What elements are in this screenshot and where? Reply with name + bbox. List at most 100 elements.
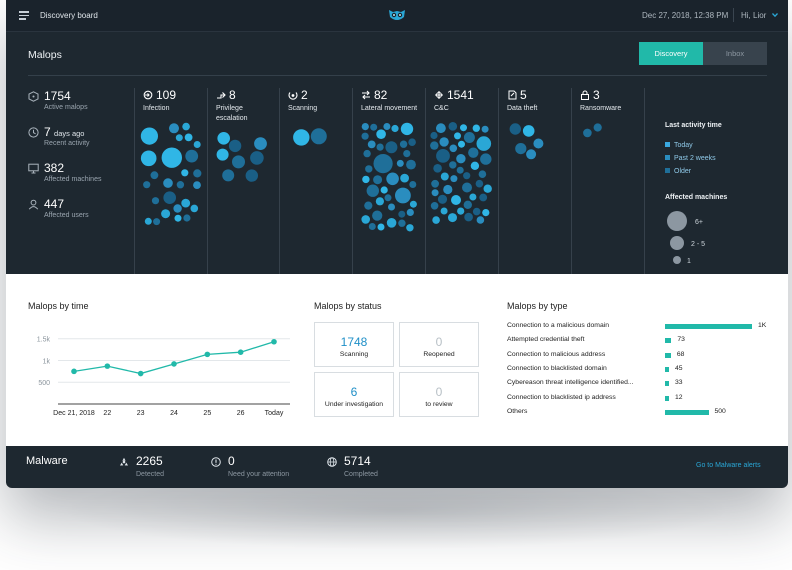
- malop-bubble[interactable]: [161, 147, 182, 168]
- malop-bubble[interactable]: [384, 194, 392, 202]
- malop-bubble[interactable]: [462, 182, 472, 193]
- malop-bubble[interactable]: [472, 124, 480, 132]
- malop-bubble[interactable]: [372, 210, 383, 221]
- malop-bubble[interactable]: [468, 147, 479, 158]
- malop-bubble[interactable]: [163, 178, 173, 188]
- malop-bubble[interactable]: [361, 123, 369, 131]
- malop-bubble[interactable]: [184, 133, 193, 142]
- data-point[interactable]: [104, 363, 111, 369]
- malop-bubble[interactable]: [464, 212, 473, 222]
- malop-bubble[interactable]: [173, 204, 182, 213]
- malop-bubble[interactable]: [373, 154, 393, 174]
- malop-bubble[interactable]: [386, 172, 399, 186]
- malop-bubble[interactable]: [469, 193, 477, 201]
- malop-bubble[interactable]: [377, 223, 385, 231]
- malop-bubble[interactable]: [454, 132, 461, 140]
- malop-bubble[interactable]: [398, 210, 406, 218]
- malop-bubble[interactable]: [400, 173, 409, 183]
- malop-bubble[interactable]: [386, 218, 397, 228]
- malop-bubble[interactable]: [368, 223, 376, 230]
- tab-discovery[interactable]: Discovery: [639, 42, 703, 65]
- malop-bubble[interactable]: [383, 123, 391, 130]
- user-greeting[interactable]: Hi, Lior: [741, 11, 767, 20]
- malop-bubble[interactable]: [250, 151, 264, 165]
- owl-logo-icon[interactable]: [388, 8, 406, 22]
- malop-bubble[interactable]: [193, 169, 202, 178]
- malop-bubble[interactable]: [436, 149, 450, 163]
- malop-bubble[interactable]: [140, 127, 158, 145]
- data-point[interactable]: [137, 370, 144, 377]
- malop-bubble[interactable]: [430, 202, 439, 210]
- malop-bubble[interactable]: [150, 171, 159, 180]
- malop-bubble[interactable]: [476, 136, 492, 151]
- malop-bubble[interactable]: [526, 149, 537, 160]
- malop-bubble[interactable]: [370, 123, 378, 131]
- malop-bubble[interactable]: [481, 125, 489, 133]
- malop-bubble[interactable]: [161, 209, 171, 219]
- malop-bubble[interactable]: [440, 207, 448, 215]
- malop-bubble[interactable]: [433, 164, 442, 173]
- malop-bubble[interactable]: [367, 140, 376, 149]
- malop-bubble[interactable]: [293, 129, 310, 146]
- malop-bubble[interactable]: [140, 150, 157, 167]
- type-row[interactable]: Connection to blacklisted ip address 12: [507, 394, 683, 406]
- malop-bubble[interactable]: [175, 134, 183, 142]
- malop-bubble[interactable]: [522, 125, 535, 137]
- malop-bubble[interactable]: [449, 144, 458, 153]
- data-point[interactable]: [204, 351, 211, 358]
- malop-bubble[interactable]: [463, 132, 475, 143]
- malop-bubble[interactable]: [458, 140, 465, 148]
- malop-bubble[interactable]: [398, 219, 406, 227]
- malop-bubble[interactable]: [460, 124, 467, 132]
- malop-bubble[interactable]: [144, 217, 152, 225]
- malop-bubble[interactable]: [482, 209, 490, 217]
- malop-bubble[interactable]: [151, 197, 160, 205]
- malop-bubble[interactable]: [216, 148, 229, 161]
- type-row[interactable]: Cybereason threat intelligence identifie…: [507, 379, 683, 391]
- malop-bubble[interactable]: [448, 213, 457, 223]
- malop-bubble[interactable]: [403, 150, 411, 158]
- status-reopened[interactable]: 0 Reopened: [399, 322, 479, 367]
- status-under-investigation[interactable]: 6 Under investigation: [314, 372, 394, 417]
- malop-bubble[interactable]: [375, 197, 384, 206]
- malop-bubble[interactable]: [448, 122, 458, 131]
- malop-bubble[interactable]: [163, 191, 176, 204]
- malop-bubble[interactable]: [143, 181, 151, 189]
- malop-bubble[interactable]: [245, 169, 258, 182]
- malop-bubble[interactable]: [409, 200, 417, 208]
- type-row[interactable]: Others 500: [507, 408, 726, 420]
- malop-bubble[interactable]: [388, 203, 395, 211]
- malop-bubble[interactable]: [457, 207, 465, 215]
- category-lateral-movement[interactable]: 82 Lateral movement: [352, 88, 425, 274]
- malop-bubble[interactable]: [456, 166, 464, 174]
- go-to-malware-alerts-link[interactable]: Go to Malware alerts: [696, 462, 761, 469]
- malop-bubble[interactable]: [222, 169, 235, 182]
- status-to-review[interactable]: 0 to review: [399, 372, 479, 417]
- malop-bubble[interactable]: [406, 224, 414, 232]
- malop-bubble[interactable]: [376, 143, 384, 151]
- type-row[interactable]: Attempted credential theft 73: [507, 336, 685, 348]
- malop-bubble[interactable]: [406, 208, 414, 216]
- malop-bubble[interactable]: [431, 179, 439, 188]
- type-row[interactable]: Connection to malicious address 68: [507, 351, 684, 363]
- status-scanning[interactable]: 1748 Scanning: [314, 322, 394, 367]
- category-cnc[interactable]: 1541 C&C: [425, 88, 498, 274]
- category-data-theft[interactable]: 5 Data theft: [498, 88, 571, 274]
- malop-bubble[interactable]: [182, 122, 190, 131]
- category-privilege-escalation[interactable]: 8 Privilege escalation: [207, 88, 279, 274]
- malop-bubble[interactable]: [583, 128, 592, 138]
- malop-bubble[interactable]: [409, 181, 417, 188]
- malop-bubble[interactable]: [406, 159, 416, 170]
- malop-bubble[interactable]: [193, 181, 201, 189]
- malop-bubble[interactable]: [185, 149, 199, 163]
- malop-bubble[interactable]: [385, 141, 398, 154]
- malop-bubble[interactable]: [396, 159, 404, 167]
- malop-bubble[interactable]: [395, 187, 411, 204]
- malop-bubble[interactable]: [476, 216, 485, 224]
- malop-bubble[interactable]: [430, 141, 439, 150]
- malop-bubble[interactable]: [361, 132, 369, 140]
- malop-bubble[interactable]: [450, 175, 458, 183]
- data-point[interactable]: [271, 338, 277, 345]
- malop-bubble[interactable]: [470, 161, 480, 170]
- type-row[interactable]: Connection to a malicious domain 1K: [507, 322, 766, 334]
